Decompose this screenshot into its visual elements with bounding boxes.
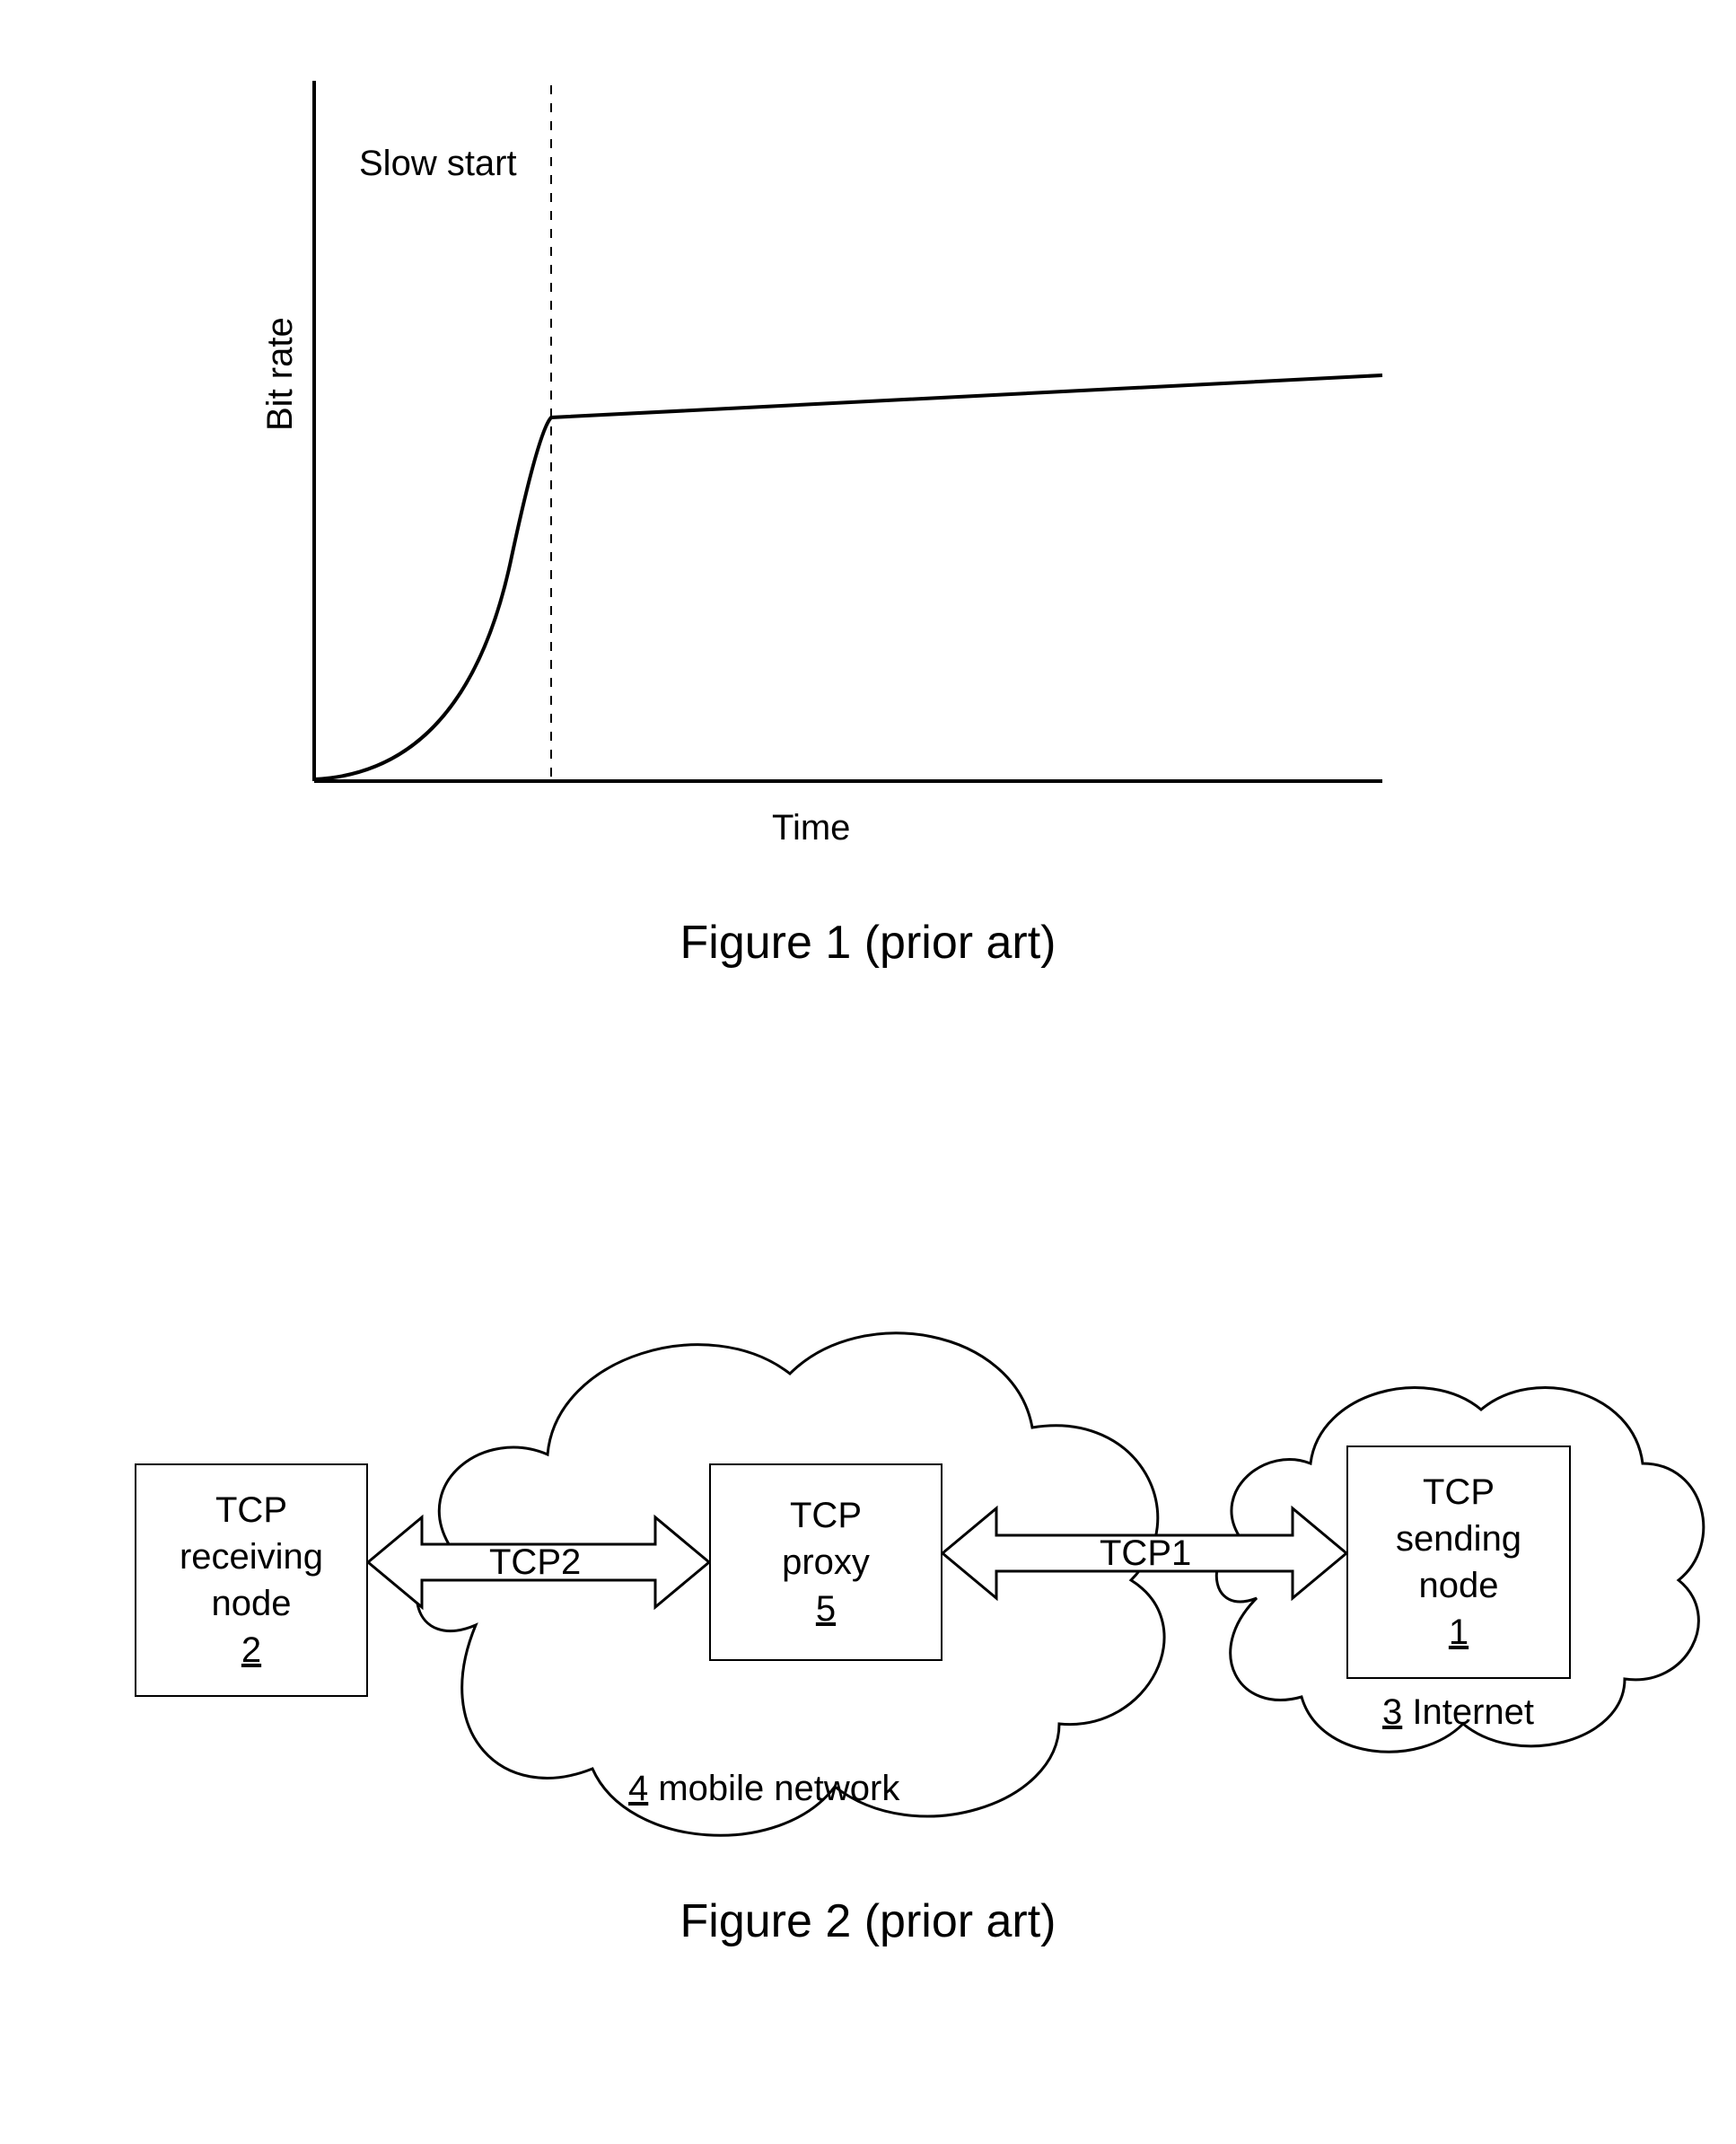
bitrate-curve xyxy=(314,375,1382,779)
figure-2-caption: Figure 2 (prior art) xyxy=(0,1894,1736,1948)
internet-label-text: Internet xyxy=(1402,1692,1534,1732)
node-label-line: node xyxy=(212,1580,292,1627)
page: Bit rate Time Slow start Figure 1 (prior… xyxy=(0,0,1736,2144)
node-ref: 2 xyxy=(241,1627,261,1674)
slow-start-label: Slow start xyxy=(359,144,517,184)
internet-label: 3 Internet xyxy=(1382,1692,1534,1733)
node-label-line: TCP xyxy=(1423,1469,1495,1516)
tcp-sending-node: TCP sending node 1 xyxy=(1346,1445,1571,1679)
tcp-proxy-node: TCP proxy 5 xyxy=(709,1463,943,1661)
node-label-line: node xyxy=(1419,1562,1499,1609)
x-axis-label: Time xyxy=(772,808,850,848)
mobile-network-label: 4 mobile network xyxy=(628,1769,899,1809)
y-axis-label: Bit rate xyxy=(260,317,301,431)
figure-1-caption: Figure 1 (prior art) xyxy=(0,916,1736,970)
node-ref: 5 xyxy=(816,1586,836,1632)
tcp-receiving-node: TCP receiving node 2 xyxy=(135,1463,368,1697)
node-label-line: receiving xyxy=(180,1533,323,1580)
node-label-line: sending xyxy=(1396,1516,1521,1562)
tcp2-label: TCP2 xyxy=(489,1542,581,1583)
node-label-line: TCP xyxy=(790,1492,862,1539)
mobile-ref: 4 xyxy=(628,1769,648,1808)
internet-ref: 3 xyxy=(1382,1692,1402,1732)
mobile-label-text: mobile network xyxy=(648,1769,899,1808)
figure-1: Bit rate Time Slow start Figure 1 (prior… xyxy=(0,0,1736,988)
figure-2: TCP receiving node 2 TCP proxy 5 TCP sen… xyxy=(0,1122,1736,2020)
node-ref: 1 xyxy=(1449,1609,1469,1656)
figure-1-chart xyxy=(0,0,1736,898)
node-label-line: proxy xyxy=(782,1539,870,1586)
node-label-line: TCP xyxy=(215,1487,287,1533)
tcp1-label: TCP1 xyxy=(1100,1533,1191,1574)
